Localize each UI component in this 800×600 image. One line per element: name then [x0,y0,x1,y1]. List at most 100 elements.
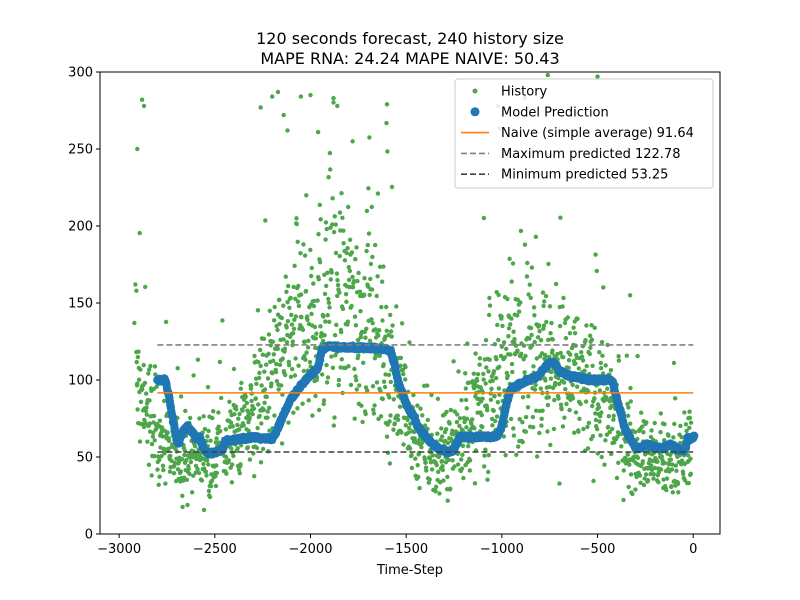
history-point [616,354,621,359]
history-point [605,386,610,391]
history-point [599,339,605,345]
history-point [277,362,283,367]
history-point [368,276,373,282]
history-point [602,462,607,467]
history-point [147,421,152,426]
history-point [485,477,490,482]
history-point [669,484,674,489]
history-point [670,490,675,495]
history-point [561,380,567,385]
history-point [522,242,528,247]
history-point [315,129,321,135]
history-point [381,362,386,367]
history-point [585,446,591,451]
history-point [483,381,488,386]
history-point [672,421,677,427]
history-point [280,356,285,361]
history-point [188,415,193,421]
history-point [257,413,262,419]
history-point [688,456,693,461]
history-point [658,430,663,435]
history-point [628,385,633,391]
history-point [486,369,491,374]
history-point [209,478,215,483]
history-point [335,282,341,288]
history-point [290,331,296,336]
history-point [505,373,510,378]
history-point [195,466,200,472]
history-point [336,382,341,388]
history-point [517,417,522,422]
history-point [549,369,554,375]
history-point [194,455,200,460]
history-point [606,424,611,430]
history-point [609,451,614,457]
history-point [262,400,267,405]
history-point [362,292,367,297]
history-point [227,399,232,404]
history-point [510,369,515,375]
history-point [141,362,146,368]
history-point [159,425,165,430]
history-point [235,446,240,451]
history-point [136,377,142,382]
history-point [370,254,375,260]
history-point [516,309,522,314]
history-point [236,416,241,421]
history-point [154,384,159,389]
history-point [305,314,310,319]
history-point [415,463,420,468]
legend-label: Model Prediction [501,105,609,120]
history-point [293,296,298,301]
history-point [152,438,157,443]
history-point [550,337,555,342]
y-tick-label: 250 [68,143,93,158]
history-point [625,401,630,407]
history-point [470,417,475,422]
history-point [493,375,499,381]
history-point [196,470,202,476]
history-point [205,434,210,439]
history-point [318,324,323,329]
history-point [688,420,694,425]
x-tick-label: −2000 [289,542,333,557]
history-point [512,337,517,342]
history-point [266,332,272,337]
history-point [302,353,307,359]
history-point [224,471,229,476]
history-point [271,352,276,357]
history-point [138,367,143,372]
history-point [669,467,675,472]
history-point [594,426,600,432]
history-point [234,407,239,412]
history-point [353,257,358,262]
history-point [464,425,469,430]
history-point [327,319,332,325]
history-point [255,425,260,431]
y-tick-label: 300 [68,66,93,81]
history-point [437,454,442,459]
history-point [685,453,691,458]
history-point [279,441,285,446]
history-point [344,299,349,304]
history-point [480,396,485,401]
history-point [429,467,435,472]
history-point [281,337,286,342]
history-point [409,465,415,471]
history-point [425,383,430,388]
history-point [235,422,240,428]
history-point [612,440,617,445]
history-point [460,443,466,448]
history-point [508,416,514,422]
history-point [566,358,572,363]
history-point [661,477,666,482]
history-point [403,423,408,428]
history-point [309,273,314,279]
history-point [163,319,169,325]
history-point [555,351,560,357]
history-point [397,404,403,409]
history-point [671,435,676,440]
history-point [330,196,335,201]
history-point [525,260,530,266]
history-point [664,487,669,493]
